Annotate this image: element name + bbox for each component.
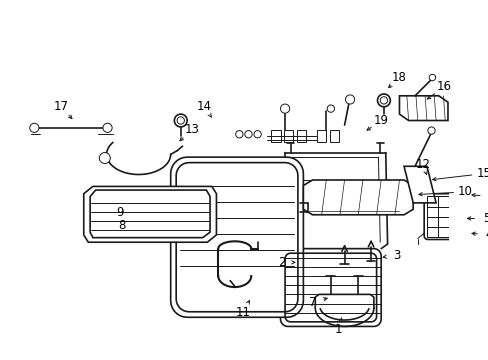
Bar (296, 130, 305, 143)
Circle shape (235, 131, 243, 138)
Text: 8: 8 (118, 219, 125, 232)
Polygon shape (423, 194, 473, 239)
Bar (284, 130, 293, 143)
Circle shape (345, 95, 354, 104)
Polygon shape (303, 180, 412, 215)
Text: 17: 17 (53, 100, 68, 113)
Text: 7: 7 (308, 296, 316, 309)
Polygon shape (83, 186, 216, 242)
Bar (329, 130, 338, 143)
Text: 11: 11 (235, 306, 250, 319)
Circle shape (380, 97, 387, 104)
Text: 18: 18 (391, 71, 406, 84)
Circle shape (244, 131, 252, 138)
Circle shape (428, 74, 435, 81)
Circle shape (30, 123, 39, 132)
Polygon shape (399, 96, 447, 121)
Circle shape (103, 123, 112, 132)
Circle shape (174, 114, 187, 127)
Text: 2: 2 (277, 256, 285, 269)
Text: 6: 6 (487, 190, 488, 203)
Bar (271, 130, 280, 143)
Text: 5: 5 (482, 212, 488, 225)
Text: 19: 19 (373, 114, 388, 127)
Text: 10: 10 (457, 185, 472, 198)
Text: 3: 3 (392, 248, 400, 262)
Circle shape (253, 131, 261, 138)
Text: 16: 16 (436, 80, 451, 93)
Text: 4: 4 (485, 228, 488, 242)
Text: 9: 9 (116, 206, 124, 219)
Text: 1: 1 (334, 323, 341, 336)
Text: 14: 14 (197, 100, 212, 113)
Polygon shape (170, 157, 303, 317)
Circle shape (377, 94, 389, 107)
Text: 15: 15 (475, 167, 488, 180)
Circle shape (427, 127, 434, 134)
Polygon shape (403, 166, 435, 203)
Circle shape (177, 117, 184, 124)
Circle shape (280, 104, 289, 113)
Polygon shape (280, 249, 380, 327)
Circle shape (99, 153, 110, 163)
Circle shape (326, 105, 334, 112)
Bar (316, 130, 325, 143)
Text: 12: 12 (415, 158, 430, 171)
Text: 13: 13 (184, 123, 199, 136)
